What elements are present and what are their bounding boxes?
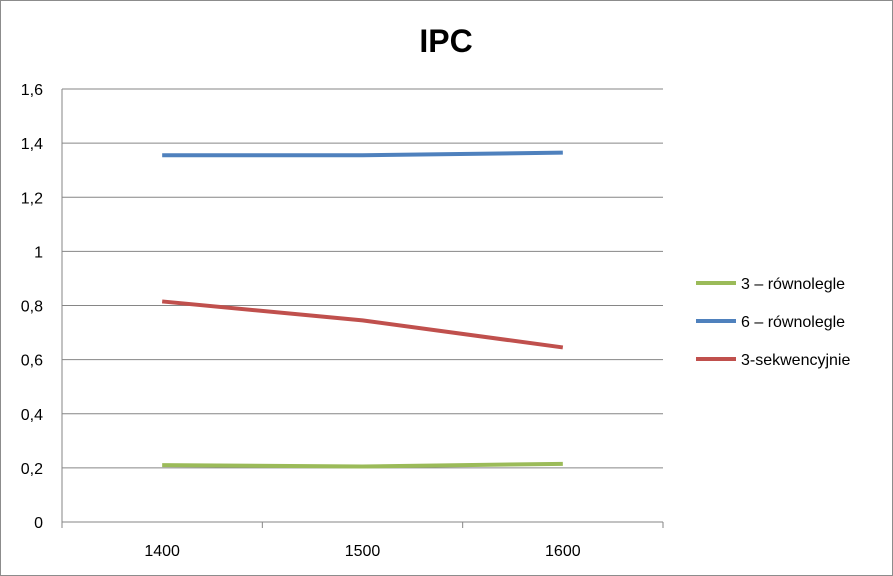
series-line-3 [161,299,564,350]
y-tick-label: 1,2 [21,190,43,207]
chart-title: IPC [419,23,472,59]
y-tick-label: 0,6 [21,353,43,370]
legend-label-1: 3 – równolegle [741,276,845,293]
y-tick-label: 0,2 [21,461,43,478]
axes [61,89,664,528]
x-tick-labels: 1400 1500 1600 [144,543,580,560]
series-line-2 [162,150,563,158]
series-line-1 [162,461,563,469]
series-lines [161,150,564,469]
y-tick-label: 1 [34,244,43,261]
y-tick-label: 0,8 [21,299,43,316]
gridlines [62,88,663,469]
y-tick-label: 0,4 [21,407,43,424]
y-tick-label: 0 [34,515,43,532]
y-tick-labels: 0 0,2 0,4 0,6 0,8 1 1,2 1,4 1,6 [21,82,43,532]
x-tick-label: 1500 [345,543,381,560]
y-tick-label: 1,6 [21,82,43,99]
y-tick-label: 1,4 [21,136,43,153]
x-tick-label: 1600 [545,543,581,560]
legend: 3 – równolegle 6 – równolegle 3-sekwencyjn… [696,276,850,369]
x-tick-label: 1400 [144,543,180,560]
legend-label-2: 6 – równolegle [741,314,845,331]
legend-label-3: 3-sekwencyjnie [741,352,850,369]
